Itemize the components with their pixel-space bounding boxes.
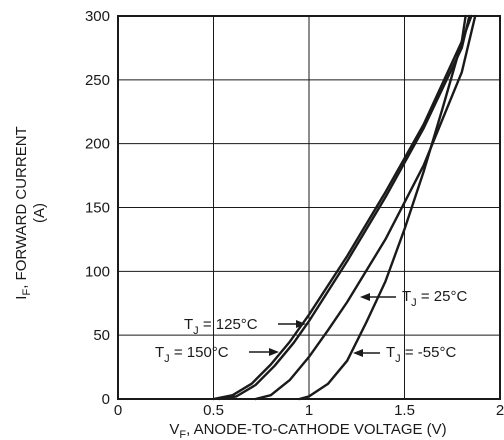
plot-frame — [117, 15, 501, 400]
series-curves — [212, 14, 477, 401]
svg-text:TJ = 125°C: TJ = 125°C — [184, 316, 258, 337]
y-tick-label: 300 — [85, 8, 110, 25]
series-line-tj-25-c — [254, 14, 477, 401]
arrow-left-icon — [353, 349, 363, 357]
grid-lines — [118, 16, 500, 399]
series-line-tj-55-c — [298, 14, 473, 401]
arrow-right-icon — [269, 348, 279, 356]
svg-text:TJ = 25°C: TJ = 25°C — [402, 288, 467, 309]
svg-text:TJ = 150°C: TJ = 150°C — [155, 344, 229, 365]
annotation-tj-125: TJ = 125°C — [184, 316, 306, 337]
svg-text:TJ = -55°C: TJ = -55°C — [386, 344, 456, 365]
y-tick-label: 100 — [85, 263, 110, 280]
x-axis-title-subscript: F — [179, 429, 186, 440]
x-tick-label: 1.5 — [394, 402, 415, 419]
y-axis-title-subscript: F — [21, 289, 33, 296]
x-tick-labels: 0 0.5 1 1.5 2 — [114, 402, 504, 419]
x-tick-label: 0.5 — [203, 402, 224, 419]
x-axis-title: VF, ANODE-TO-CATHODE VOLTAGE (V) — [169, 421, 446, 440]
arrow-left-icon — [360, 293, 370, 301]
y-tick-label: 0 — [102, 391, 110, 408]
annotation-tj-150: TJ = 150°C — [155, 344, 279, 365]
series-line-tj-150-c — [212, 14, 467, 401]
annotation-tj-minus55: TJ = -55°C — [353, 344, 456, 365]
x-tick-label: 0 — [114, 402, 122, 419]
y-tick-label: 150 — [85, 200, 110, 217]
x-tick-label: 1 — [305, 402, 313, 419]
x-tick-label: 2 — [496, 402, 504, 419]
y-axis-title: IF, FORWARD CURRENT — [13, 126, 33, 299]
arrow-right-icon — [296, 320, 306, 328]
annotation-tj-25: TJ = 25°C — [360, 288, 467, 309]
y-tick-label: 200 — [85, 136, 110, 153]
y-axis-title-unit: (A) — [31, 203, 48, 223]
y-tick-labels: 0 50 100 150 200 250 300 — [85, 8, 110, 408]
y-tick-label: 50 — [93, 327, 110, 344]
y-tick-label: 250 — [85, 72, 110, 89]
series-line-tj-125-c — [218, 14, 471, 401]
